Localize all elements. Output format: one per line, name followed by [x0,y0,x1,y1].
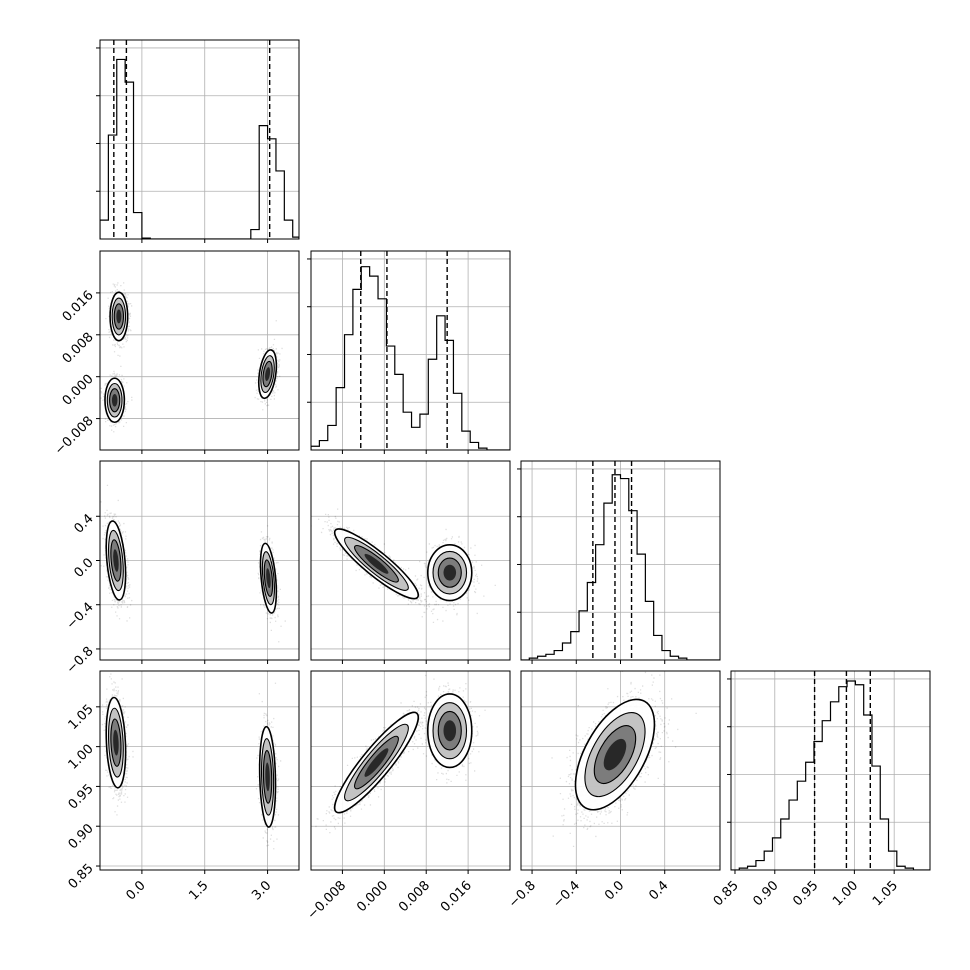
panel-frame [99,250,300,451]
histogram-step [311,266,510,450]
ticks-2-1 [341,660,469,664]
panel-frame [99,39,300,240]
density-contour-0 [113,549,119,572]
y-tick-label: 0.85 [66,861,97,892]
ticks-0-0 [96,47,269,243]
x-tick-label: 0.0 [602,878,627,903]
density-contour-0 [116,309,122,324]
histogram-panel-0 [100,40,299,239]
density-contour-0 [364,553,389,574]
scatter-panel-3-1 [311,671,510,870]
panel-frame [310,670,511,871]
density-contour-0 [113,729,119,756]
panel-frame [310,250,511,451]
x-tick-label: −0.008 [305,878,350,923]
histogram-panel-3 [731,671,930,870]
y-tick-label: −0.008 [52,414,97,459]
y-tick-label: 1.05 [66,702,97,733]
ticks-2-2 [517,468,666,664]
y-tick-label: 0.95 [66,781,97,812]
x-tick-label: 1.05 [870,878,901,909]
panel-frame [310,460,511,661]
histogram-panel-2 [521,461,720,660]
histogram-step [731,680,930,870]
x-tick-label: 3.0 [249,878,274,903]
x-tick-label: 1.00 [830,878,861,909]
ticks-3-1 [341,870,469,874]
x-tick-label: 0.4 [646,878,671,903]
x-tick-label: −0.8 [506,878,539,911]
ticks-1-1 [307,258,469,454]
x-tick-label: 0.016 [438,878,475,915]
x-tick-label: 0.000 [354,878,391,915]
x-tick-label: 0.90 [751,878,782,909]
scatter-panel-1-0 [100,251,299,450]
y-tick-label: 0.0 [71,556,96,581]
ticks-1-0 [96,292,269,454]
density-contour-0 [265,762,270,792]
x-tick-label: 0.0 [123,878,148,903]
ticks-3-0 [96,706,269,874]
scatter-panel-3-2 [521,671,720,870]
histogram-step [521,474,720,660]
density-contour-0 [364,748,389,777]
x-tick-label: −0.4 [550,878,583,911]
x-tick-label: 0.85 [711,878,742,909]
density-contour-0 [443,720,457,742]
histogram-panel-1 [311,251,510,450]
x-tick-label: 0.008 [396,878,433,915]
y-tick-label: −0.4 [64,600,97,633]
x-tick-label: 1.5 [186,878,211,903]
density-contour-0 [266,568,271,589]
panel-frame [99,670,300,871]
y-tick-label: 0.4 [71,511,96,536]
density-contour-0 [443,564,457,581]
panel-frame [730,670,931,871]
scatter-panel-2-1 [311,461,510,660]
density-contour-0 [603,738,627,771]
y-tick-label: 0.008 [60,330,97,367]
histogram-step [100,58,299,239]
ticks-3-3 [727,678,895,874]
density-contour-0 [265,367,271,381]
scatter-panel-3-0 [100,671,299,870]
x-tick-label: 0.95 [790,878,821,909]
y-tick-label: 0.016 [60,288,97,325]
y-tick-label: 0.000 [60,372,97,409]
density-contour-0 [111,393,118,407]
y-tick-label: −0.8 [64,644,97,677]
y-tick-label: 0.90 [66,821,97,852]
ticks-3-2 [531,870,666,874]
y-tick-label: 1.00 [66,742,97,773]
scatter-panel-2-0 [100,461,299,660]
ticks-2-0 [96,515,269,664]
